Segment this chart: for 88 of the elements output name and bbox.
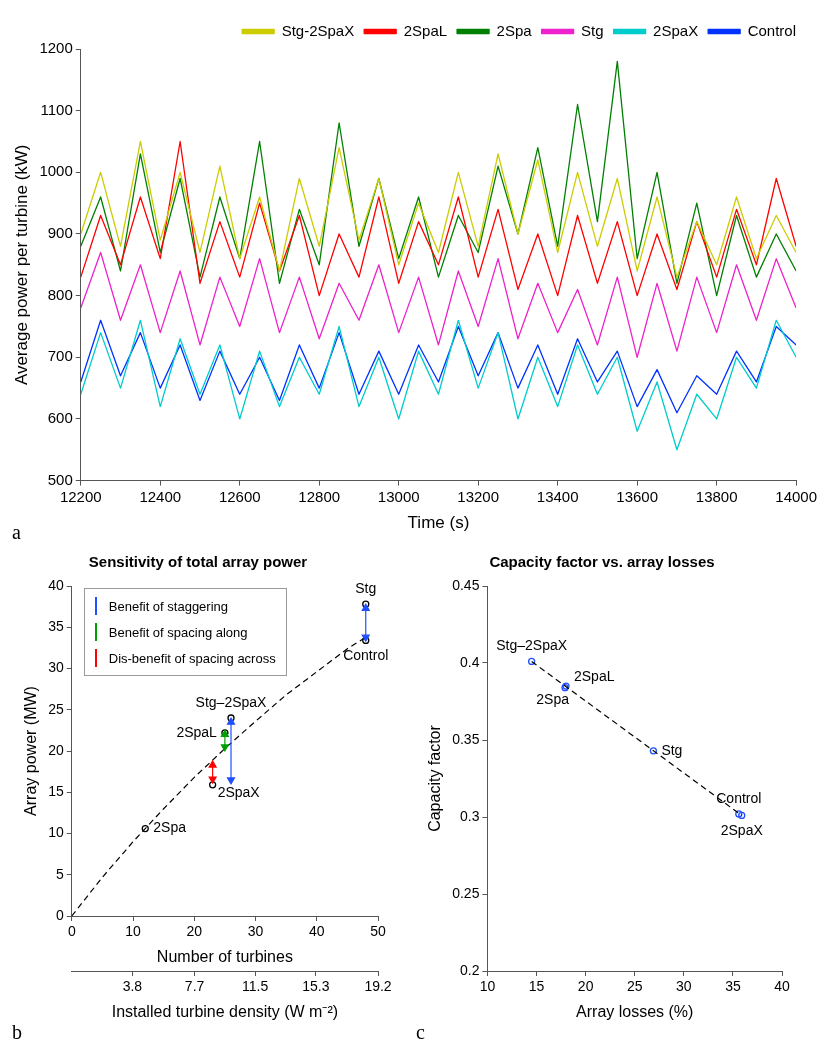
y-tick-label: 30	[48, 659, 64, 676]
x2-tick-label: 15.3	[302, 978, 330, 995]
y-tick-label: 40	[48, 576, 64, 593]
legend-label: Stg	[581, 21, 604, 39]
x-tick-label: 13400	[536, 487, 579, 505]
annotation: Stg–2SpaX	[195, 693, 268, 710]
y-tick-label: 0.35	[452, 730, 480, 747]
x2-tick-label: 19.2	[364, 978, 392, 995]
y-axis-title: Array power (MW)	[22, 686, 40, 816]
x-axis-title: Number of turbines	[156, 947, 293, 965]
x-tick-label: 12200	[59, 487, 102, 505]
y-axis-title: Capacity factor	[426, 724, 444, 832]
x-tick-label: 14000	[775, 487, 817, 505]
y-tick-label: 0.25	[452, 884, 480, 901]
x-tick-label: 13800	[695, 487, 738, 505]
y-tick-label: 1000	[39, 162, 73, 180]
x-tick-label: 50	[370, 923, 386, 940]
x-tick-label: 15	[528, 978, 545, 995]
chart-title: Capacity factor vs. array losses	[489, 553, 715, 571]
y-tick-label: 0.3	[459, 807, 480, 824]
x-tick-label: 20	[577, 978, 594, 995]
y-tick-label: 20	[48, 741, 64, 758]
y-tick-label: 15	[48, 783, 64, 800]
annotation: Stg	[661, 741, 683, 758]
legend-label: Stg-2SpaX	[281, 21, 355, 39]
x2-tick-label: 7.7	[184, 978, 205, 995]
annotation: 2SpaX	[217, 783, 261, 800]
legend-label: Benefit of staggering	[108, 598, 229, 614]
text: b	[12, 1021, 22, 1044]
y-tick-label: 0.4	[459, 653, 480, 670]
x-tick-label: 30	[676, 978, 692, 995]
x-tick-label: 12600	[218, 487, 261, 505]
x-tick-label: 12800	[298, 487, 341, 505]
x-axis-title: Array losses (%)	[576, 1002, 694, 1020]
y-tick-label: 0	[55, 906, 64, 923]
y-tick-label: 0.45	[452, 576, 480, 593]
point	[527, 657, 536, 666]
x2-tick-label: 3.8	[122, 978, 143, 995]
x-tick-label: 40	[774, 978, 790, 995]
point	[649, 747, 658, 755]
y-tick-label: 900	[47, 224, 73, 242]
y-tick-label: 800	[47, 285, 73, 303]
x-tick-label: 20	[186, 923, 203, 940]
x-axis-title: Time (s)	[407, 513, 470, 533]
annotation: Control	[343, 647, 389, 664]
x-tick-label: 35	[725, 978, 741, 995]
x-tick-label: 13000	[377, 487, 420, 505]
legend-label: Benefit of spacing along	[108, 624, 248, 640]
legend-label: 2Spa	[496, 21, 533, 39]
x-tick-label: 13200	[457, 487, 500, 505]
point	[141, 824, 149, 833]
annotation: 2SpaX	[720, 822, 764, 839]
annotation: 2Spa	[153, 819, 187, 836]
y-tick-label: 600	[47, 409, 73, 427]
x-tick-label: 25	[626, 978, 643, 995]
legend-label: Control	[747, 21, 796, 39]
y-tick-label: 700	[47, 347, 73, 365]
point	[738, 811, 746, 820]
annotation: 2SpaL	[176, 723, 218, 740]
x-tick-label: 13600	[616, 487, 659, 505]
legend-label: 2SpaX	[653, 21, 699, 39]
y-tick-label: 1100	[40, 100, 73, 118]
y-tick-label: 35	[48, 618, 64, 635]
point	[735, 810, 743, 818]
x-tick-label: 10	[125, 923, 142, 940]
legend-label: 2SpaL	[403, 21, 448, 39]
annotation: Control	[716, 789, 762, 806]
x-tick-label: 40	[308, 923, 325, 940]
y-tick-label: 10	[48, 824, 64, 841]
annotation: Stg–2SpaX	[496, 637, 568, 654]
y-tick-label: 5	[55, 865, 64, 882]
x2-tick-label: 11.5	[242, 978, 269, 995]
annotation: 2Spa	[536, 691, 570, 708]
text: a	[12, 521, 21, 544]
y-tick-label: 1200	[39, 39, 73, 57]
chart-title: Sensitivity of total array power	[88, 553, 308, 571]
annotation: 2SpaL	[574, 667, 615, 684]
y-tick-label: 25	[48, 700, 64, 717]
x-tick-label: 10	[479, 978, 496, 995]
y-tick-label: 0.2	[459, 961, 480, 978]
annotation: Stg	[355, 580, 377, 597]
x-tick-label: 30	[247, 923, 264, 940]
legend-label: Dis-benefit of spacing across	[108, 650, 276, 666]
y-axis-title: Average power per turbine (kW)	[11, 144, 31, 386]
x2-axis-title: Installed turbine density (W m⁻²)	[111, 1002, 339, 1020]
text: c	[416, 1021, 425, 1044]
y-tick-label: 500	[47, 470, 73, 488]
x-tick-label: 12400	[139, 487, 182, 505]
